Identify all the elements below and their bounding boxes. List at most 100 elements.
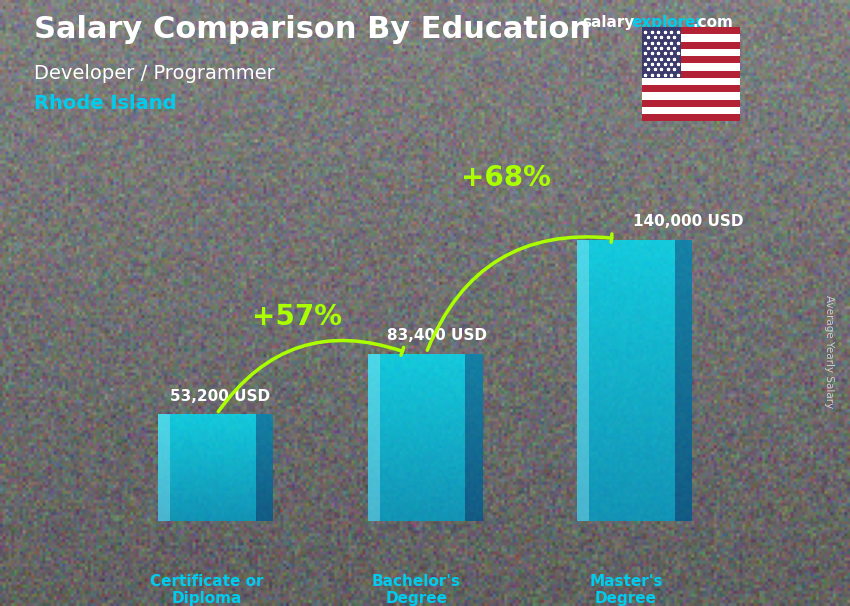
Bar <box>675 408 692 412</box>
Bar <box>158 438 256 440</box>
Bar <box>368 360 465 362</box>
Bar <box>577 500 675 504</box>
Bar <box>158 507 256 508</box>
Bar <box>465 519 483 521</box>
Bar <box>577 426 675 430</box>
Bar <box>577 342 675 345</box>
Bar <box>256 489 273 490</box>
Bar <box>577 402 675 405</box>
Bar <box>465 446 483 448</box>
Bar <box>368 421 465 423</box>
Bar <box>158 442 256 444</box>
Bar <box>675 395 692 398</box>
Bar <box>577 359 675 363</box>
Bar <box>256 453 273 454</box>
Bar <box>158 461 256 462</box>
Bar <box>256 415 273 416</box>
Bar <box>675 479 692 482</box>
Bar <box>158 516 256 517</box>
Bar <box>465 456 483 458</box>
Bar <box>368 366 465 368</box>
Bar <box>368 439 465 442</box>
Bar <box>675 451 692 454</box>
Bar <box>675 328 692 331</box>
Bar <box>368 393 465 396</box>
Bar <box>368 408 465 410</box>
Bar <box>465 461 483 462</box>
Bar <box>465 406 483 408</box>
Bar <box>577 240 675 244</box>
Bar <box>465 475 483 477</box>
Bar <box>368 404 465 406</box>
Bar <box>158 478 256 480</box>
Bar <box>465 508 483 511</box>
Bar <box>675 349 692 353</box>
Text: Developer / Programmer: Developer / Programmer <box>34 64 275 82</box>
Bar <box>577 324 675 328</box>
Bar <box>256 487 273 488</box>
Bar <box>256 504 273 505</box>
Bar <box>368 496 465 498</box>
Bar <box>368 354 465 356</box>
Bar <box>158 416 256 417</box>
Bar <box>368 389 465 391</box>
Bar <box>256 460 273 461</box>
Bar <box>577 493 675 496</box>
Bar <box>256 417 273 418</box>
Bar <box>158 415 170 521</box>
Bar <box>256 431 273 433</box>
Bar <box>642 71 740 78</box>
Bar <box>577 391 675 395</box>
Bar <box>642 56 740 64</box>
Text: Salary Comparison By Education: Salary Comparison By Education <box>34 15 591 44</box>
Bar <box>465 387 483 389</box>
Bar <box>256 513 273 514</box>
Bar <box>256 465 273 467</box>
Bar <box>675 250 692 254</box>
Bar <box>577 321 675 324</box>
Bar <box>256 505 273 507</box>
Bar <box>675 254 692 258</box>
Bar <box>465 515 483 517</box>
Bar <box>675 338 692 342</box>
Bar <box>368 415 465 416</box>
Bar <box>675 240 692 244</box>
Bar <box>368 517 465 519</box>
Bar <box>465 379 483 381</box>
Bar <box>675 289 692 293</box>
Bar <box>465 484 483 485</box>
Bar <box>465 427 483 429</box>
Bar <box>158 519 256 520</box>
Bar <box>256 485 273 487</box>
Bar <box>642 42 740 49</box>
Bar <box>256 473 273 474</box>
Bar <box>577 335 675 338</box>
Text: Bachelor's
Degree: Bachelor's Degree <box>372 574 461 606</box>
Bar <box>256 499 273 500</box>
Bar <box>368 492 465 494</box>
Bar <box>256 507 273 508</box>
Bar <box>158 458 256 460</box>
Bar <box>465 498 483 500</box>
Bar <box>642 85 740 92</box>
Bar <box>577 370 675 373</box>
Bar <box>675 447 692 451</box>
Bar <box>577 398 675 402</box>
Text: +57%: +57% <box>252 303 342 331</box>
Bar <box>675 261 692 265</box>
Bar <box>675 342 692 345</box>
Bar <box>577 507 675 511</box>
Bar <box>577 293 675 296</box>
Bar <box>465 511 483 513</box>
Bar <box>368 431 465 433</box>
Bar <box>368 429 465 431</box>
Bar <box>368 456 465 458</box>
Bar <box>368 387 465 389</box>
Bar <box>368 358 465 360</box>
Bar <box>577 490 675 493</box>
Text: .com: .com <box>693 15 734 30</box>
Bar <box>158 468 256 469</box>
Bar <box>158 487 256 488</box>
Bar <box>158 445 256 447</box>
Bar <box>577 318 675 321</box>
